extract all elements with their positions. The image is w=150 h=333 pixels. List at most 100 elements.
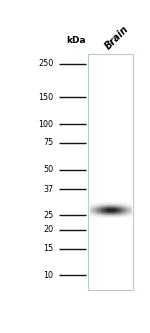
Bar [126,211,127,212]
Bar [97,217,98,218]
Bar [95,203,96,204]
Bar [103,202,104,203]
Bar [119,207,120,208]
Bar [108,213,109,214]
Bar [108,205,109,206]
Bar [120,205,121,206]
Bar [121,205,122,206]
Bar [102,206,103,207]
Bar [127,213,128,214]
Bar [108,207,109,208]
Bar [127,215,128,216]
Bar [103,211,104,212]
Bar [114,214,115,215]
Bar [102,205,103,206]
Bar [101,215,102,216]
Bar [121,202,122,203]
Bar [98,202,99,203]
Bar [91,203,92,204]
Bar [105,217,106,218]
Bar [124,212,125,213]
Bar [91,205,92,206]
Bar [111,207,112,208]
Bar [91,210,92,211]
Bar [124,208,125,209]
Bar [115,208,116,209]
Bar [121,209,122,210]
Bar [131,214,132,215]
Bar [131,214,132,215]
Bar [117,215,118,216]
Bar [116,215,117,216]
Bar [90,215,91,216]
Bar [97,210,98,211]
Bar [106,216,107,217]
Bar [125,214,126,215]
Bar [120,213,121,214]
Bar [111,216,112,217]
Bar [102,210,103,211]
Bar [101,213,102,214]
Bar [123,217,124,218]
Bar [128,214,129,215]
Bar [99,214,100,215]
Bar [127,209,128,210]
Bar [126,217,127,218]
Bar [98,213,99,214]
Bar [109,208,110,209]
Bar [111,214,112,215]
Bar [112,214,113,215]
Bar [95,206,96,207]
Bar [111,208,112,209]
Text: 37: 37 [44,185,54,194]
Bar [115,213,116,214]
Bar [115,212,116,213]
Bar [110,204,111,205]
Bar [90,205,91,206]
Bar [124,213,125,214]
Bar [116,213,117,214]
Bar [122,209,123,210]
Bar [103,205,104,206]
Bar [102,213,103,214]
Bar [93,216,94,217]
Bar [119,208,120,209]
Bar [120,208,121,209]
Bar [100,203,101,204]
Bar [95,214,96,215]
Bar [127,214,128,215]
Bar [121,217,122,218]
Bar [110,206,111,207]
Bar [95,217,96,218]
Bar [99,203,100,204]
Bar [102,212,103,213]
Bar [93,203,94,204]
Bar [99,213,100,214]
Bar [103,208,104,209]
Bar [119,206,120,207]
Bar [120,213,121,214]
Bar [99,213,100,214]
Bar [124,210,125,211]
Bar [122,210,123,211]
Bar [91,215,92,216]
Bar [102,204,103,205]
Bar [122,213,123,214]
Bar [129,204,130,205]
Bar [116,212,117,213]
Bar [112,217,113,218]
Bar [129,209,130,210]
Bar [91,204,92,205]
Bar [111,214,112,215]
Bar [105,212,106,213]
Bar [90,203,91,204]
Bar [96,202,97,203]
Bar [116,207,117,208]
Bar [102,203,103,204]
Bar [124,209,125,210]
Bar [97,216,98,217]
Bar [116,217,117,218]
Bar [111,213,112,214]
Bar [127,210,128,211]
Bar [128,211,129,212]
